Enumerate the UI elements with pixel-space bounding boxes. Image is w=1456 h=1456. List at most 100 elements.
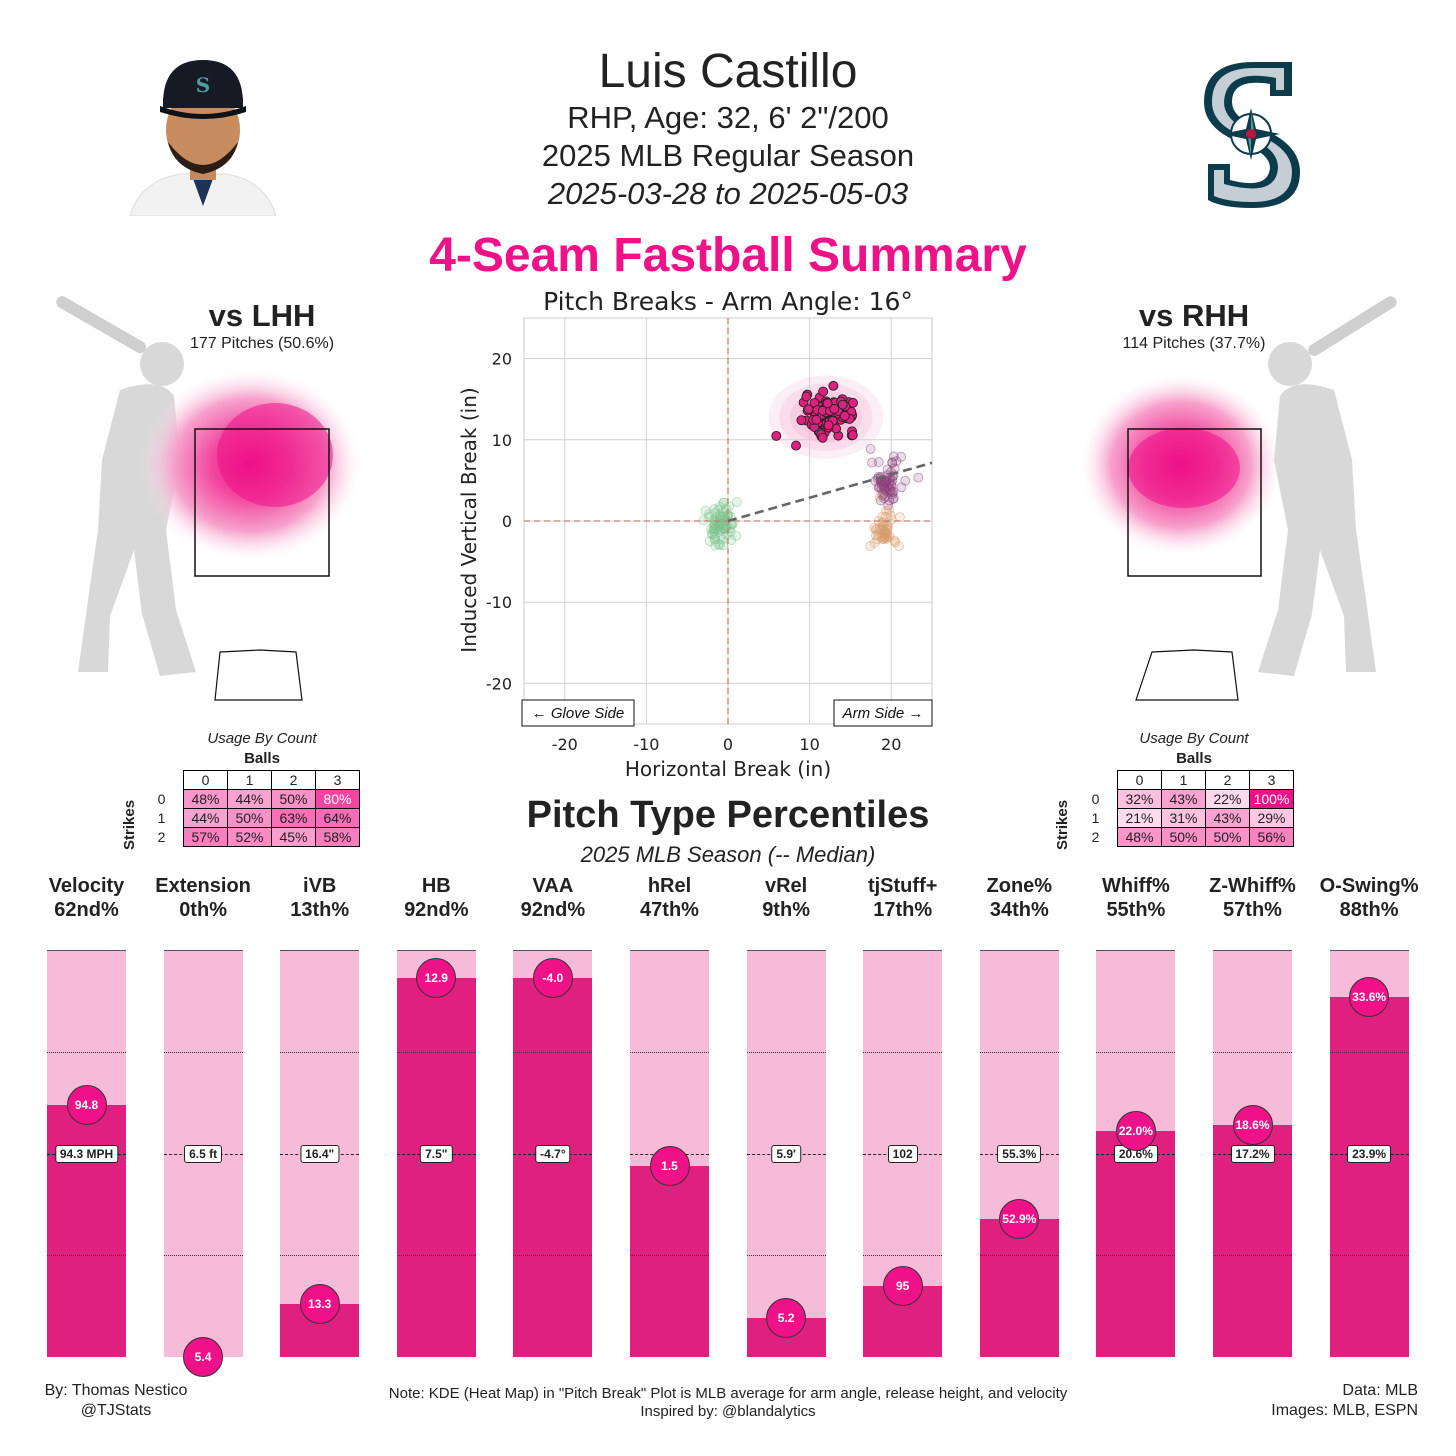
mariners-logo-icon [1204, 62, 1300, 208]
percentile-bar-top [1096, 950, 1176, 951]
break-point-fastball [801, 391, 812, 402]
break-point-green [726, 535, 737, 545]
metric-name: vRel [764, 875, 808, 897]
break-point-fastball [839, 411, 850, 421]
lhh-usage-table: 0 1 2 3 0 48% 44% 50% 80% 1 44% 50% 63% … [140, 770, 360, 847]
rhh-strikes-label: Strikes [1054, 799, 1071, 850]
percentile-grid-75 [513, 1051, 593, 1053]
metric-name: HB [421, 875, 451, 897]
break-point-purple [882, 464, 893, 475]
ball-col-0: 0 [183, 770, 228, 790]
percentile-median-label: 20.6% [1113, 1144, 1158, 1163]
strike-row-2: 2 [1091, 829, 1100, 845]
percentile-value-marker: 5.2 [766, 1298, 807, 1339]
usage-cell: 50% [227, 808, 272, 828]
lhh-usage-caption: Usage By Count [207, 730, 317, 747]
metric-label: Whiff% 55th% [1078, 874, 1194, 922]
player-headshot-icon: S [129, 60, 277, 217]
rhh-location-svg [1081, 296, 1397, 701]
percentile-bar-top [746, 950, 826, 951]
batter-silhouette-icon [1258, 296, 1397, 676]
break-point-orange [881, 506, 892, 516]
break-point-green [708, 529, 718, 540]
percentile-grid-75 [1096, 1051, 1176, 1053]
percentile-grid-25 [1213, 1255, 1292, 1257]
percentile-median-line [163, 1153, 243, 1155]
strike-row-0: 0 [1091, 791, 1100, 807]
strike-row-1: 1 [1091, 810, 1100, 826]
percentile-bar-fill [47, 1104, 126, 1357]
percentile-median-line [746, 1153, 826, 1155]
percentile-grid-25 [47, 1255, 126, 1257]
percentile-median-line [513, 1153, 593, 1155]
percentile-bar-top [1213, 950, 1292, 951]
usage-cell: 50% [1205, 827, 1250, 847]
footer-note: Note: KDE (Heat Map) in "Pitch Break" Pl… [388, 1385, 1068, 1402]
arm-angle-line [727, 461, 933, 523]
rhh-usage-caption: Usage By Count [1139, 730, 1249, 747]
percentile-bar-top [396, 950, 476, 951]
break-point-green [704, 509, 715, 519]
break-point-fastball [791, 440, 801, 451]
metric-name: iVB [303, 875, 337, 897]
usage-cell: 44% [227, 789, 272, 809]
percentile-value-marker: 52.9% [999, 1198, 1040, 1239]
break-point-fastball [828, 380, 839, 391]
percentile-median-line [863, 1153, 943, 1155]
percentile-value-marker: 95 [882, 1265, 923, 1306]
pitch-break-chart: Pitch Breaks - Arm Angle: 16° Horizontal… [457, 287, 933, 781]
percentile-bar-fill [1329, 996, 1409, 1357]
metric-label: tjStuff+ 17th% [845, 874, 961, 922]
break-point-fastball [803, 404, 814, 415]
break-overlay [524, 318, 933, 724]
percentile-bar-bg [1096, 950, 1176, 1357]
percentiles-subtitle: 2025 MLB Season (-- Median) [580, 842, 876, 867]
percentile-bar-top [979, 950, 1059, 951]
break-x-tick: 0 [723, 735, 733, 754]
break-point-purple [886, 479, 897, 490]
player-headshot: S [120, 56, 286, 217]
percentile-grid-25 [863, 1255, 943, 1257]
lhh-location-svg [56, 296, 360, 701]
lhh-balls-label: Balls [244, 750, 280, 767]
break-point-green [700, 505, 711, 516]
percentile-bar-bg [863, 950, 943, 1357]
break-point-purple [884, 483, 895, 494]
lhh-home-plate [214, 649, 303, 701]
footer-data-source: Data: MLB [1342, 1382, 1418, 1399]
metric-label: hRel 47th% [612, 874, 728, 922]
metric-percentile: 34th% [989, 899, 1049, 921]
percentile-value-marker: -4.0 [532, 958, 573, 999]
ball-col-3: 3 [315, 770, 360, 790]
percentile-grid-25 [979, 1255, 1059, 1257]
break-point-orange [895, 512, 905, 522]
usage-cell: 48% [1117, 827, 1162, 847]
break-point-purple [913, 472, 924, 483]
break-point-purple [896, 482, 907, 493]
percentile-median-label: 7.5" [420, 1144, 453, 1163]
percentile-bar-bg [1213, 950, 1292, 1357]
break-point-orange [894, 541, 904, 551]
glove-side-label: ← Glove Side [521, 699, 635, 727]
metric-label: HB 92nd% [378, 874, 494, 922]
percentile-median-line [1096, 1153, 1176, 1155]
percentile-bar-fill [1096, 1131, 1176, 1357]
metric-label: VAA 92nd% [495, 874, 611, 922]
rhh-usage-table: 0 1 2 3 0 32% 43% 22% 100% 1 21% 31% 43%… [1074, 770, 1294, 847]
usage-cell: 48% [183, 789, 228, 809]
percentile-bar-bg [1329, 950, 1409, 1357]
metric-name: O-Swing% [1319, 875, 1419, 897]
usage-cell: 58% [315, 827, 360, 847]
pitch-summary-title: 4-Seam Fastball Summary [429, 229, 1027, 282]
break-y-tick: -20 [486, 674, 512, 693]
percentile-grid-75 [630, 1051, 709, 1053]
metric-label: iVB 13th% [262, 874, 378, 922]
break-x-tick: -10 [633, 735, 659, 754]
break-point-fastball [837, 399, 848, 410]
percentile-median-line [396, 1153, 476, 1155]
lhh-location-plot [50, 280, 380, 720]
break-chart-title: Pitch Breaks - Arm Angle: 16° [543, 287, 913, 316]
percentile-median-label: 6.5 ft [184, 1144, 223, 1163]
break-x-tick: 10 [799, 735, 819, 754]
break-point-green [709, 514, 719, 525]
